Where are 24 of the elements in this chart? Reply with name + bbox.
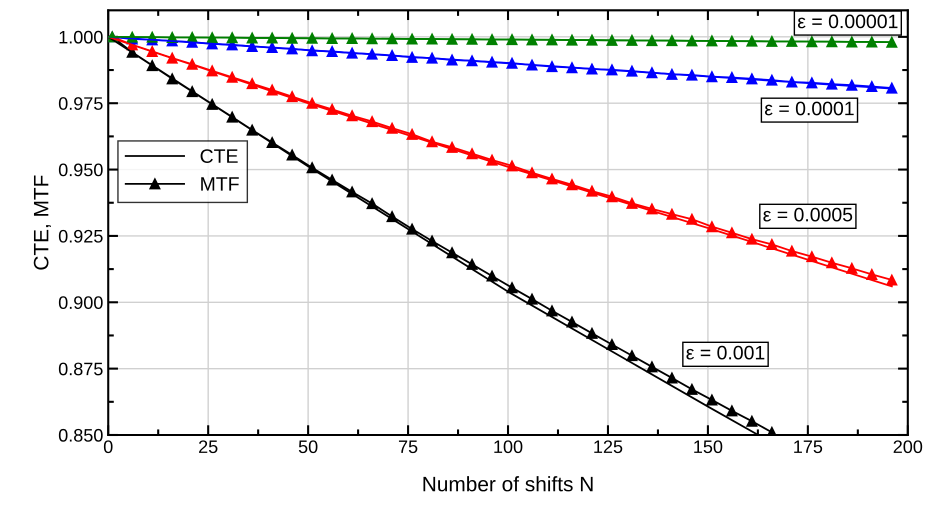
x-axis-title: Number of shifts N — [423, 476, 593, 492]
y-tick-label: 0.875 — [58, 362, 103, 376]
x-tick-label: 175 — [794, 440, 822, 454]
x-tick-label: 100 — [494, 440, 522, 454]
y-axis-title: CTE, MTF — [34, 175, 51, 270]
x-tick-label: 75 — [398, 440, 418, 454]
annotation: ε = 0.0005 — [763, 208, 852, 222]
x-tick-label: 0 — [104, 440, 113, 454]
y-tick-label: 1.000 — [60, 30, 103, 44]
annotation: ε = 0.0001 — [764, 102, 854, 116]
y-tick-label: 0.850 — [58, 428, 103, 442]
legend-label: MTF — [201, 177, 239, 191]
y-tick-label: 0.975 — [58, 97, 103, 110]
y-tick-label: 0.900 — [58, 296, 103, 309]
x-tick-label: 200 — [894, 440, 922, 454]
x-tick-label: 125 — [594, 440, 622, 454]
annotation: ε = 0.001 — [686, 346, 764, 360]
y-tick-label: 0.925 — [58, 230, 103, 243]
y-tick-label: 0.950 — [58, 164, 103, 176]
x-tick-label: 25 — [199, 440, 218, 454]
legend-label: CTE — [200, 149, 238, 163]
x-tick-label: 150 — [694, 440, 722, 454]
annotation: ε = 0.00001 — [798, 14, 898, 28]
x-tick-label: 50 — [298, 440, 318, 454]
